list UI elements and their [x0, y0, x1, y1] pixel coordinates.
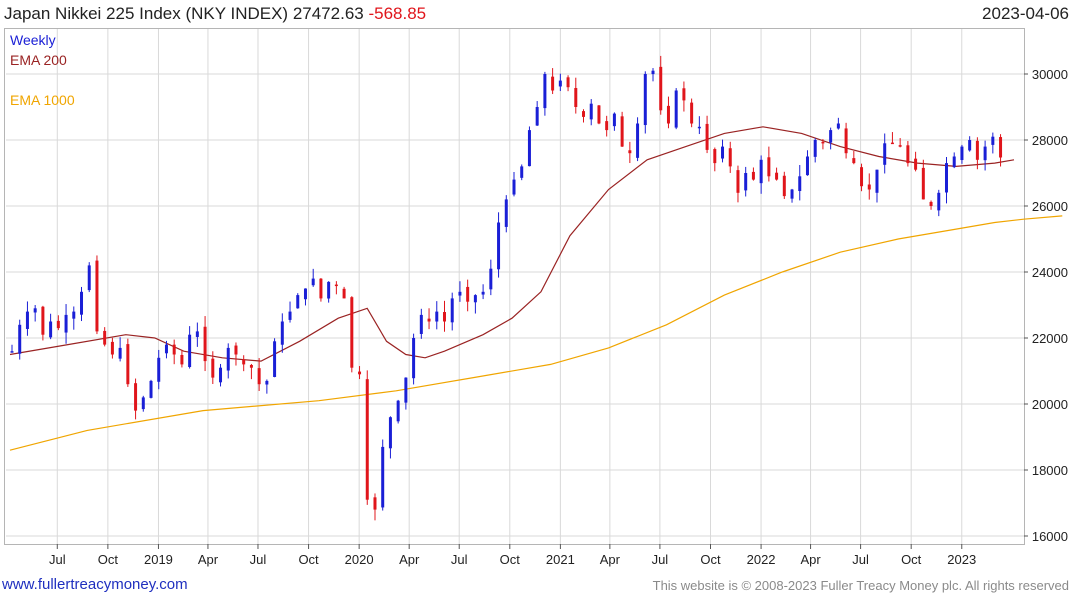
x-tick-label: Oct: [901, 552, 922, 567]
chart-date: 2023-04-06: [982, 4, 1069, 23]
legend-weekly: Weekly: [10, 32, 56, 48]
x-tick-label: 2021: [546, 552, 575, 567]
x-tick-label: Jul: [49, 552, 66, 567]
x-tick-label: Apr: [198, 552, 219, 567]
x-tick-label: Oct: [298, 552, 319, 567]
x-axis: Jul Oct 2019 Apr Jul Oct 2020 Apr Jul Oct 2021 Apr J…: [49, 544, 976, 567]
copyright-text: This website is © 2008-2023 Fuller Treac…: [652, 578, 1069, 593]
x-tick-label: Oct: [700, 552, 721, 567]
y-tick-label: 22000: [1032, 331, 1068, 346]
site-link[interactable]: www.fullertreacymoney.com: [2, 576, 188, 593]
x-tick-label: 2022: [747, 552, 776, 567]
x-tick-label: Jul: [451, 552, 468, 567]
y-tick-label: 18000: [1032, 463, 1068, 478]
y-axis: 16000 18000 20000 22000 24000 26000 28000 30000: [1024, 67, 1068, 544]
y-tick-label: 30000: [1032, 67, 1068, 82]
x-tick-label: Apr: [800, 552, 821, 567]
y-tick-label: 26000: [1032, 199, 1068, 214]
x-tick-label: Jul: [852, 552, 869, 567]
x-tick-label: Apr: [399, 552, 420, 567]
x-tick-label: Jul: [250, 552, 267, 567]
y-tick-label: 28000: [1032, 133, 1068, 148]
x-tick-label: Apr: [600, 552, 621, 567]
x-tick-label: 2019: [144, 552, 173, 567]
y-tick-label: 20000: [1032, 397, 1068, 412]
x-tick-label: Jul: [652, 552, 669, 567]
y-tick-label: 16000: [1032, 529, 1068, 544]
x-tick-label: 2020: [345, 552, 374, 567]
y-tick-label: 24000: [1032, 265, 1068, 280]
x-tick-label: Oct: [500, 552, 521, 567]
price-change: -568.85: [368, 4, 427, 23]
legend-ema200: EMA 200: [10, 52, 67, 68]
legend-ema1000: EMA 1000: [10, 92, 75, 108]
chart-title: Japan Nikkei 225 Index (NKY INDEX) 27472…: [4, 4, 426, 24]
plot-area: [4, 28, 1025, 545]
x-tick-label: 2023: [947, 552, 976, 567]
title-text: Japan Nikkei 225 Index (NKY INDEX) 27472…: [4, 4, 364, 23]
x-tick-label: Oct: [98, 552, 119, 567]
